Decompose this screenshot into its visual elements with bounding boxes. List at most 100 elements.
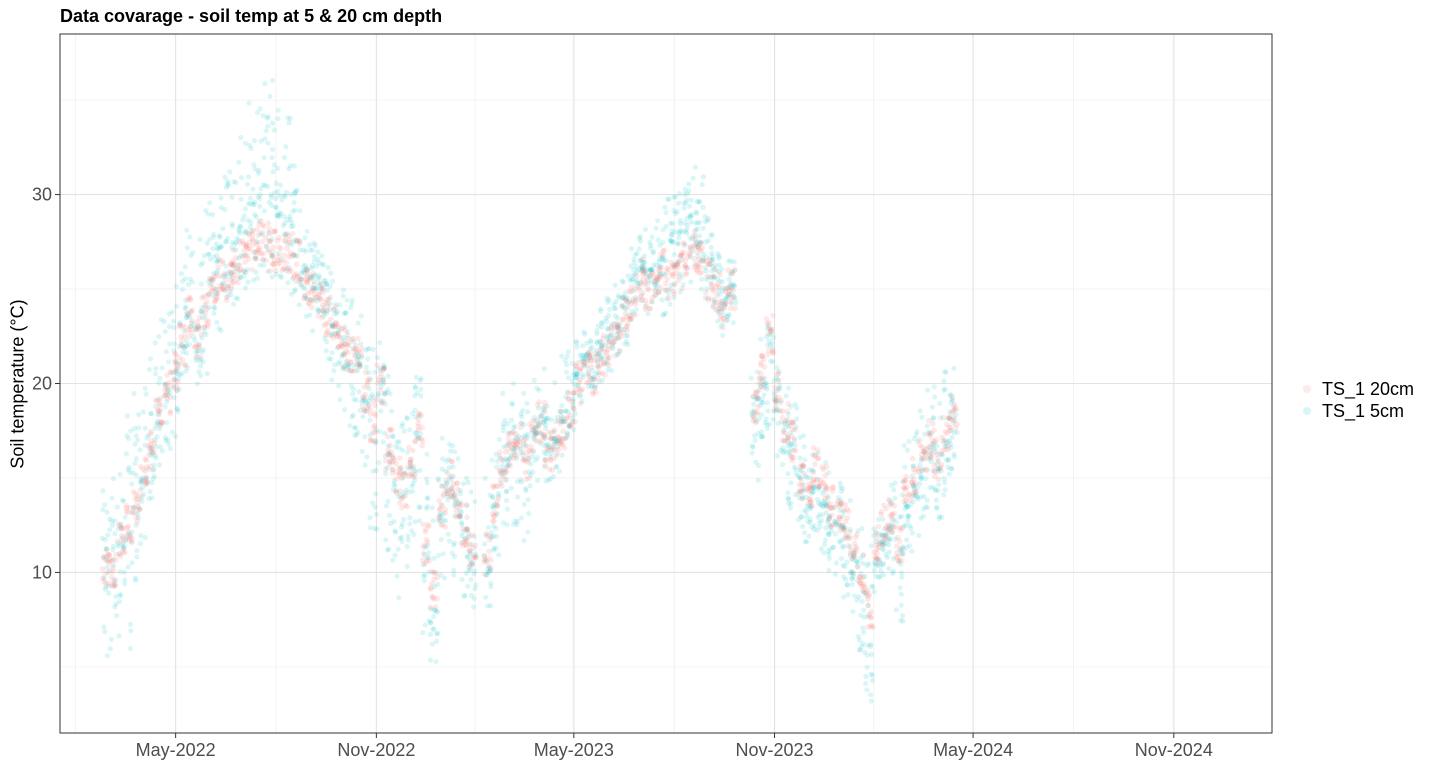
point-20cm: [841, 526, 848, 532]
point-20cm: [379, 400, 386, 407]
point-5cm: [327, 283, 333, 289]
point-20cm: [606, 354, 613, 361]
point-5cm: [594, 359, 601, 365]
point-5cm: [806, 506, 813, 512]
point-20cm: [652, 288, 658, 295]
point-20cm: [365, 379, 371, 386]
point-5cm: [569, 419, 575, 425]
point-20cm: [946, 424, 952, 430]
point-20cm: [715, 281, 721, 288]
point-20cm: [545, 445, 551, 451]
point-5cm: [697, 199, 703, 205]
point-20cm: [901, 477, 908, 484]
point-5cm: [488, 584, 494, 590]
point-20cm: [143, 479, 150, 486]
point-5cm: [457, 491, 463, 497]
point-20cm: [472, 554, 479, 561]
point-20cm: [408, 470, 415, 476]
point-5cm: [863, 592, 869, 598]
point-5cm: [238, 196, 244, 202]
point-5cm: [573, 366, 579, 372]
point-5cm: [779, 419, 785, 425]
point-5cm: [494, 458, 500, 464]
point-20cm: [366, 376, 372, 382]
point-20cm: [586, 373, 592, 380]
point-5cm: [694, 220, 701, 226]
point-5cm: [311, 278, 317, 284]
point-5cm: [543, 425, 549, 431]
point-5cm: [826, 470, 832, 476]
point-5cm: [662, 272, 668, 278]
point-5cm: [777, 383, 783, 389]
point-5cm: [525, 431, 531, 437]
point-5cm: [227, 169, 233, 175]
point-5cm: [534, 385, 540, 391]
point-5cm: [405, 533, 411, 539]
point-20cm: [534, 417, 540, 424]
point-5cm: [823, 509, 830, 516]
point-5cm: [883, 533, 889, 539]
point-20cm: [919, 444, 925, 451]
point-5cm: [300, 263, 306, 269]
point-5cm: [753, 419, 760, 425]
point-20cm: [109, 583, 116, 590]
point-20cm: [903, 497, 910, 504]
point-5cm: [148, 356, 154, 362]
point-5cm: [888, 501, 894, 507]
point-5cm: [941, 378, 947, 384]
point-5cm: [129, 539, 135, 545]
point-20cm: [928, 455, 935, 461]
point-5cm: [946, 471, 952, 477]
point-20cm: [389, 455, 396, 461]
point-20cm: [945, 443, 951, 449]
point-5cm: [898, 617, 904, 624]
point-20cm: [789, 455, 795, 461]
point-5cm: [534, 431, 540, 437]
point-20cm: [822, 495, 828, 502]
point-5cm: [200, 260, 206, 266]
point-5cm: [762, 380, 768, 387]
point-20cm: [806, 488, 812, 495]
point-20cm: [111, 582, 118, 588]
point-5cm: [585, 366, 592, 372]
point-20cm: [615, 328, 622, 335]
point-5cm: [151, 473, 158, 479]
point-5cm: [340, 365, 346, 371]
point-5cm: [755, 430, 761, 437]
point-5cm: [187, 314, 193, 320]
point-5cm: [488, 603, 494, 609]
point-5cm: [523, 486, 529, 492]
point-5cm: [241, 273, 247, 279]
point-5cm: [488, 567, 494, 573]
point-5cm: [627, 277, 633, 283]
point-5cm: [324, 281, 330, 287]
point-20cm: [329, 323, 336, 330]
point-20cm: [798, 461, 805, 468]
point-5cm: [548, 435, 554, 441]
point-5cm: [514, 437, 520, 443]
point-20cm: [843, 531, 849, 538]
point-5cm: [593, 347, 599, 354]
point-5cm: [913, 489, 919, 495]
point-5cm: [370, 500, 376, 506]
point-5cm: [245, 201, 251, 207]
point-20cm: [623, 323, 629, 330]
point-20cm: [758, 362, 764, 369]
point-20cm: [826, 505, 833, 511]
point-5cm: [110, 476, 116, 482]
point-5cm: [554, 414, 561, 420]
point-5cm: [358, 313, 364, 319]
point-5cm: [880, 541, 887, 547]
point-20cm: [337, 326, 344, 332]
point-5cm: [911, 435, 917, 442]
point-5cm: [290, 276, 296, 282]
point-5cm: [384, 389, 390, 396]
point-20cm: [352, 345, 359, 352]
point-20cm: [616, 326, 623, 332]
point-5cm: [623, 297, 629, 303]
point-5cm: [156, 397, 162, 403]
point-5cm: [518, 411, 524, 417]
legend-item-5cm: TS_1 5cm: [1300, 400, 1414, 422]
point-5cm: [553, 438, 560, 444]
